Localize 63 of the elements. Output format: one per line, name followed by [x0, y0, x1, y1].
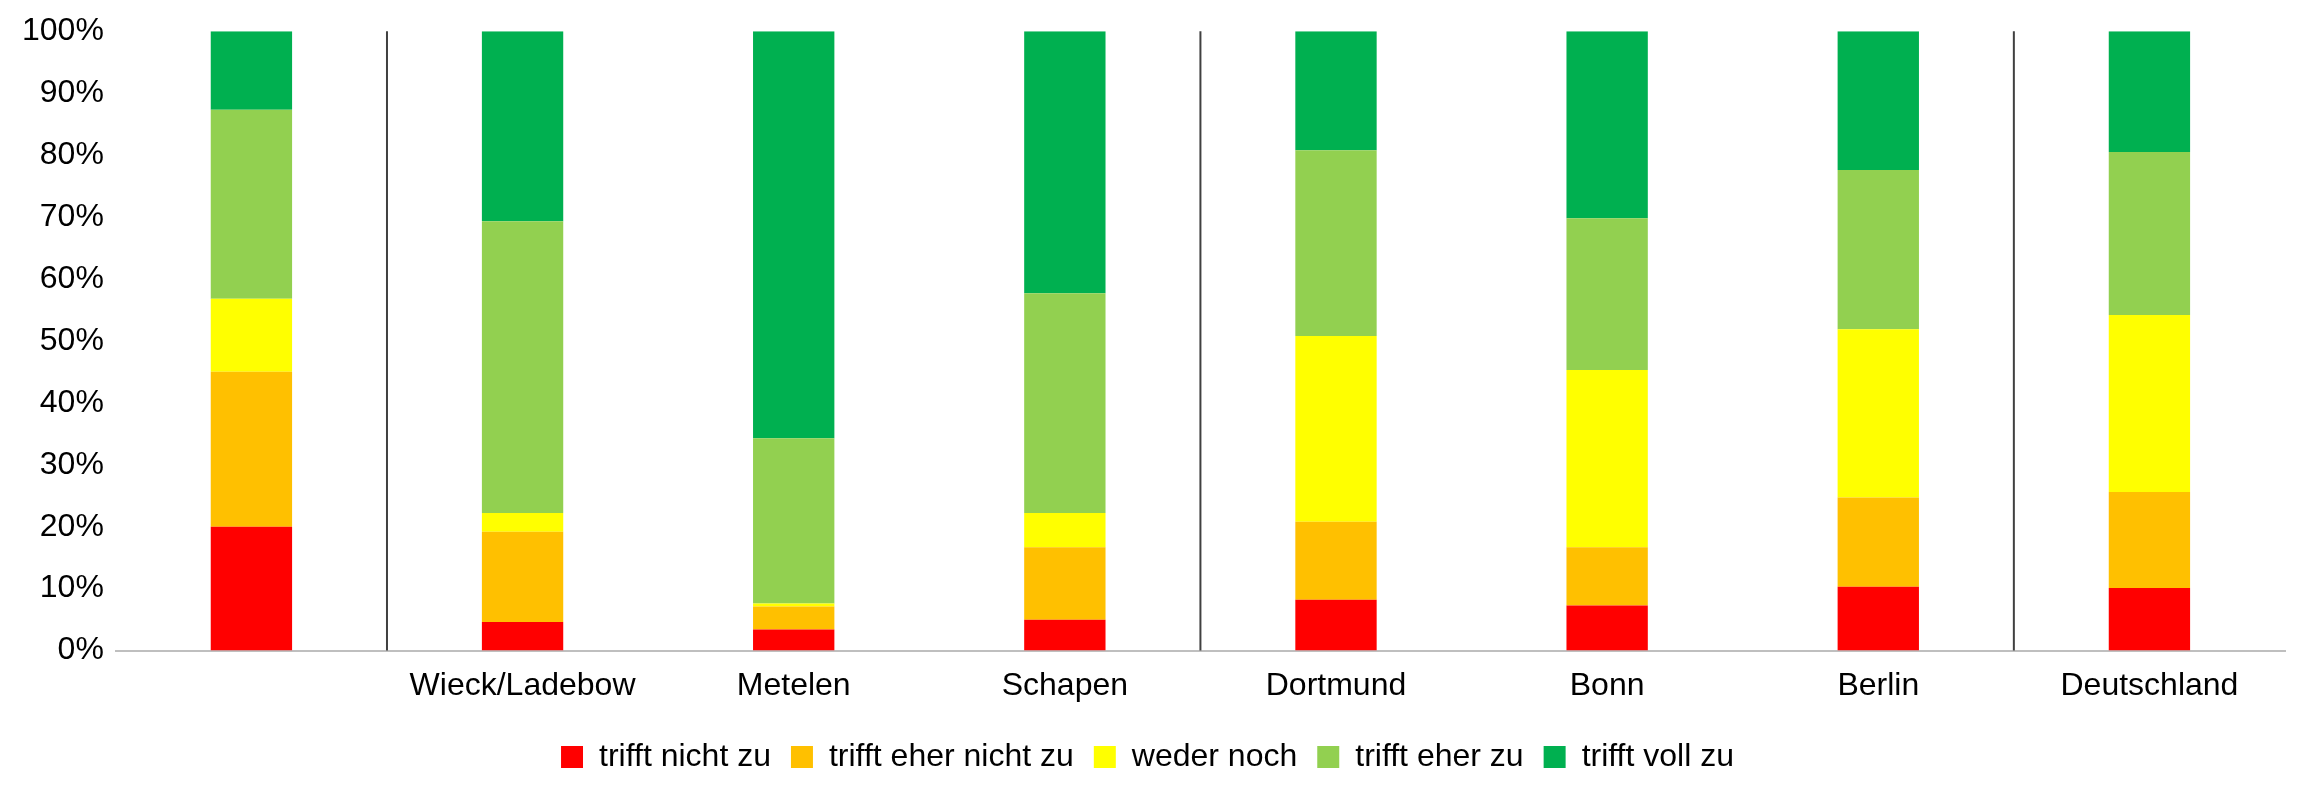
bar — [2108, 492, 2191, 589]
bar — [210, 371, 293, 527]
y-tick-label: 40% — [39, 382, 104, 419]
bar — [210, 298, 293, 372]
y-tick-label: 50% — [39, 320, 104, 357]
bar — [1295, 599, 1377, 651]
x-tick-label: Dortmund — [1265, 665, 1407, 702]
bar — [1024, 619, 1106, 651]
legend-label: trifft eher nicht zu — [828, 736, 1074, 773]
bar — [753, 629, 835, 651]
y-tick-label: 100% — [22, 11, 104, 48]
bar — [2108, 588, 2191, 651]
bar — [1566, 218, 1648, 371]
legend-label: weder noch — [1130, 736, 1298, 773]
bar — [210, 526, 293, 651]
y-tick-label: 60% — [39, 258, 104, 295]
y-tick-label: 10% — [39, 568, 104, 605]
bar — [1024, 31, 1106, 294]
legend-label: trifft nicht zu — [599, 736, 771, 773]
bar — [1837, 586, 1919, 651]
bar — [481, 531, 564, 623]
bar — [481, 513, 564, 532]
bar — [1024, 513, 1106, 548]
x-tick-label: Wieck/Ladebow — [409, 665, 637, 702]
bar — [481, 31, 564, 222]
bar — [1024, 547, 1106, 620]
bar — [1566, 547, 1648, 606]
y-tick-label: 0% — [57, 630, 104, 667]
bar — [1566, 605, 1648, 651]
x-tick-label: Bonn — [1569, 665, 1645, 702]
y-tick-label: 20% — [39, 506, 104, 543]
bar — [1024, 293, 1106, 514]
bar — [1566, 370, 1648, 548]
bar — [1295, 335, 1377, 522]
bar — [2108, 314, 2191, 493]
bar — [481, 622, 564, 651]
x-tick-label: Berlin — [1837, 665, 1920, 702]
bar — [753, 603, 835, 607]
legend-label: trifft voll zu — [1581, 736, 1734, 773]
y-tick-label: 70% — [39, 196, 104, 233]
bar — [1837, 31, 1919, 170]
y-tick-label: 80% — [39, 134, 104, 171]
bar — [753, 606, 835, 630]
bar — [1295, 31, 1377, 151]
y-tick-label: 30% — [39, 444, 104, 481]
bar — [753, 438, 835, 604]
legend-label: trifft eher zu — [1355, 736, 1524, 773]
x-tick-label: Metelen — [736, 665, 851, 702]
bar — [481, 221, 564, 514]
y-tick-label: 90% — [39, 72, 104, 109]
bar — [210, 109, 293, 299]
bar — [2108, 31, 2191, 152]
bar — [2108, 151, 2191, 315]
bar — [1837, 169, 1919, 330]
x-tick-label: Schapen — [1001, 665, 1129, 702]
x-tick-label: Deutschland — [2060, 665, 2239, 702]
bar — [1295, 521, 1377, 600]
bar — [210, 31, 293, 110]
bar — [1837, 329, 1919, 498]
bar — [1566, 31, 1648, 219]
bar — [1837, 497, 1919, 587]
bar — [753, 31, 835, 439]
bar — [1295, 150, 1377, 336]
